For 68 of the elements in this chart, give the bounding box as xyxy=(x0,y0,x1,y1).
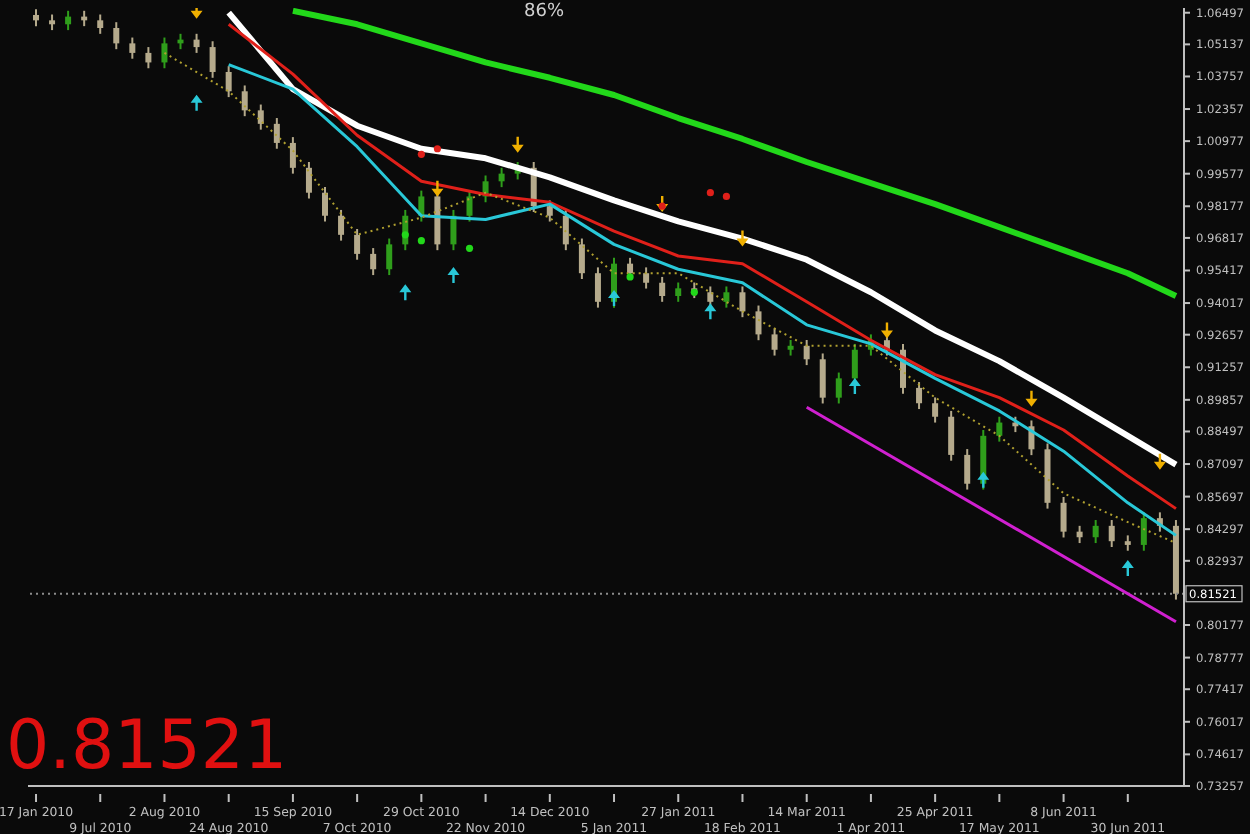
point xyxy=(1121,559,1134,576)
point xyxy=(977,471,990,488)
point xyxy=(511,136,524,153)
candlestick xyxy=(562,208,569,252)
candlestick xyxy=(241,84,248,118)
candlestick xyxy=(1108,519,1115,549)
candlestick xyxy=(257,103,264,131)
annotation: 0.81521 xyxy=(6,706,288,786)
candlestick xyxy=(627,256,634,281)
candlestick xyxy=(659,275,666,303)
candlestick xyxy=(161,36,168,70)
candlestick xyxy=(916,381,923,411)
point xyxy=(447,267,460,284)
candlestick xyxy=(370,247,377,277)
candlestick xyxy=(755,304,762,342)
candlestick xyxy=(594,266,601,309)
point xyxy=(1153,453,1166,470)
candlestick xyxy=(145,46,152,70)
candlestick xyxy=(803,338,810,367)
candlestick xyxy=(305,161,312,200)
point xyxy=(626,273,634,281)
point xyxy=(431,180,444,197)
point xyxy=(433,145,442,153)
point xyxy=(880,322,893,339)
candlestick xyxy=(835,371,842,405)
point xyxy=(608,290,621,307)
candlestick xyxy=(1092,519,1099,545)
candlestick xyxy=(819,352,826,405)
candlestick xyxy=(739,285,746,319)
point xyxy=(399,284,412,301)
candlestick xyxy=(113,21,120,51)
candlestick xyxy=(948,409,955,462)
point xyxy=(848,378,861,395)
point xyxy=(704,303,717,320)
candlestick xyxy=(65,9,72,32)
candlestick xyxy=(578,237,585,281)
candlestick xyxy=(466,189,473,223)
candlestick xyxy=(225,65,232,99)
candlestick xyxy=(643,266,650,290)
candlestick xyxy=(675,281,682,303)
candlestick xyxy=(354,228,361,261)
point xyxy=(190,94,203,111)
point xyxy=(736,230,749,247)
candlestick xyxy=(386,237,393,277)
point xyxy=(722,192,731,201)
candlestick xyxy=(723,285,730,309)
annotation: 86% xyxy=(524,2,565,22)
point xyxy=(706,189,714,197)
point xyxy=(401,231,409,239)
candlestick xyxy=(771,327,778,357)
candlestick xyxy=(289,136,296,175)
candlestick xyxy=(193,32,200,54)
candlestick xyxy=(1140,511,1147,552)
candlestick xyxy=(273,117,280,150)
candlestick xyxy=(964,448,971,491)
candlestick xyxy=(97,13,104,35)
point xyxy=(417,237,425,245)
candlestick xyxy=(322,185,328,223)
candlestick xyxy=(932,396,939,424)
point xyxy=(465,244,474,252)
candlestick xyxy=(498,166,505,189)
candlestick xyxy=(338,208,345,242)
point xyxy=(1025,390,1038,407)
point xyxy=(417,150,425,158)
candlestick xyxy=(209,40,216,79)
candlestick xyxy=(129,36,136,60)
candlestick xyxy=(996,415,1003,443)
candlestick xyxy=(1060,496,1067,539)
